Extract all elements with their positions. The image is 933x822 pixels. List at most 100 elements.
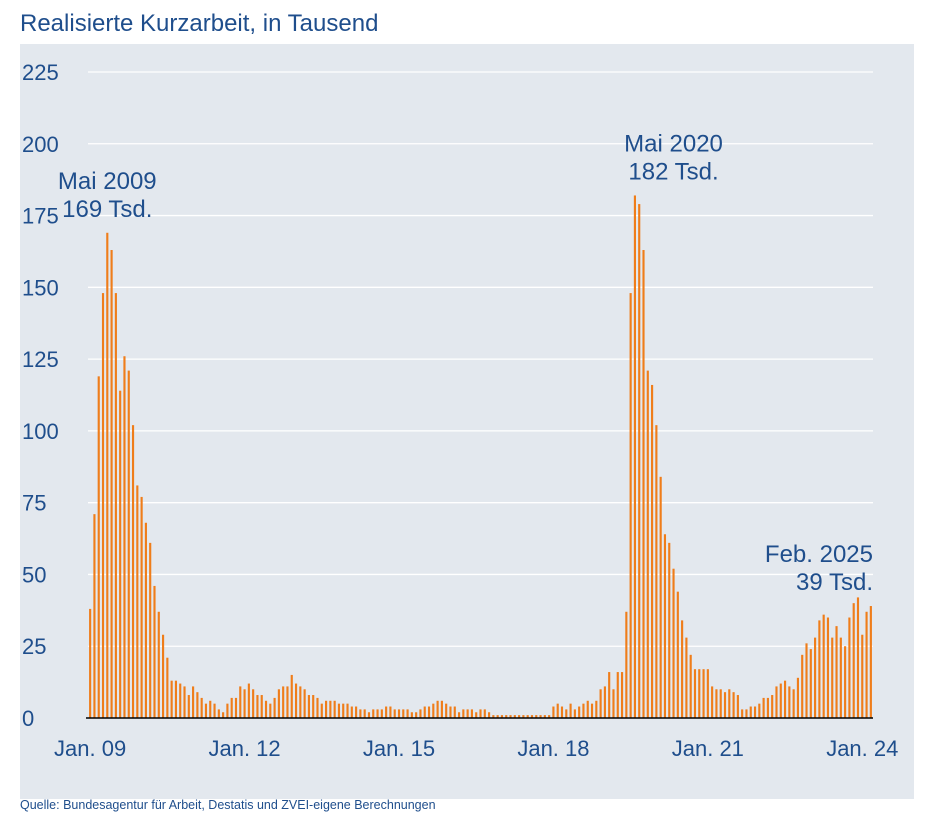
annotation-label: 182 Tsd. (628, 158, 718, 185)
bar (222, 712, 225, 718)
plot-panel: 0 25 50 75 100 125 150 175 200 225 Jan. 09 Jan. 12… (20, 44, 914, 799)
bar (445, 703, 448, 718)
annotation-label: Mai 2020 (624, 130, 723, 157)
bar (848, 617, 851, 718)
bar (273, 697, 276, 718)
y-tick-label: 50 (22, 562, 46, 587)
bar (693, 669, 697, 718)
bar (582, 703, 585, 718)
bar (449, 706, 452, 718)
bar (483, 709, 486, 718)
bar (397, 709, 401, 718)
bar (342, 703, 345, 718)
bar (89, 608, 92, 718)
bar (161, 634, 165, 718)
bar (136, 485, 139, 718)
bar (818, 620, 821, 718)
bar (698, 669, 701, 718)
bar (530, 715, 534, 718)
bar (260, 695, 263, 718)
bar (728, 689, 731, 718)
bar (668, 542, 671, 718)
annotation-label: 169 Tsd. (62, 196, 152, 223)
y-tick-label: 100 (22, 419, 59, 444)
bar (196, 692, 199, 718)
chart-title: Realisierte Kurzarbeit, in Tausend (20, 10, 379, 37)
bar (826, 617, 830, 718)
bar (290, 674, 293, 718)
x-tick-label: Jan. 09 (54, 736, 126, 761)
bar (672, 568, 675, 718)
bar (153, 585, 156, 718)
x-tick-label: Jan. 18 (517, 736, 589, 761)
bar (783, 680, 787, 718)
y-tick-label: 200 (22, 132, 59, 157)
bar (440, 700, 443, 718)
bar (676, 591, 679, 718)
bar (492, 715, 495, 718)
bar (475, 712, 478, 718)
bar (736, 695, 739, 718)
bar (312, 695, 315, 718)
bar (307, 695, 310, 718)
bar (355, 706, 358, 718)
y-tick-label: 125 (22, 347, 59, 372)
gridlines (88, 71, 873, 647)
bar (496, 715, 499, 718)
bar (376, 709, 379, 718)
annotation-label: Mai 2009 (58, 168, 157, 195)
bar (612, 689, 615, 718)
bar (230, 697, 233, 718)
bar (689, 654, 692, 718)
bar (814, 637, 817, 718)
bar (239, 686, 242, 718)
bar (852, 603, 855, 718)
bar (779, 683, 782, 718)
bar (822, 614, 825, 718)
bar (732, 692, 735, 718)
bar (608, 672, 611, 718)
bar (771, 695, 774, 718)
bar (410, 712, 413, 718)
bar (380, 709, 383, 718)
bar (453, 706, 456, 718)
bar (513, 715, 516, 718)
bar (578, 706, 581, 718)
bar (590, 703, 594, 718)
bar (286, 686, 289, 718)
bar (479, 709, 482, 718)
bar (282, 686, 285, 718)
source-note: Quelle: Bundesagentur für Arbeit, Destat… (20, 798, 436, 812)
bar (500, 715, 504, 718)
bar (488, 712, 491, 718)
bar (432, 703, 435, 718)
bar (157, 611, 160, 718)
y-tick-label: 150 (22, 275, 59, 300)
bar (749, 706, 752, 718)
bar (192, 686, 195, 718)
bar (325, 700, 328, 718)
bar (586, 700, 589, 718)
bar (548, 715, 551, 718)
bar (256, 695, 259, 718)
bar (775, 686, 778, 718)
bar (638, 204, 641, 718)
bar (294, 683, 298, 718)
y-tick-label: 175 (22, 204, 59, 229)
bar (573, 709, 576, 718)
bar (183, 686, 186, 718)
annotation-label: 39 Tsd. (796, 569, 873, 596)
bar (702, 669, 705, 718)
x-tick-label: Jan. 21 (672, 736, 744, 761)
bar (114, 293, 117, 718)
bar (393, 709, 396, 718)
bar (131, 425, 135, 718)
bar (518, 715, 521, 718)
bar (595, 700, 598, 718)
bar (685, 637, 688, 718)
bar (809, 649, 812, 718)
bar (359, 709, 362, 718)
bar (706, 669, 709, 718)
bar (599, 689, 602, 718)
bar (616, 672, 619, 718)
